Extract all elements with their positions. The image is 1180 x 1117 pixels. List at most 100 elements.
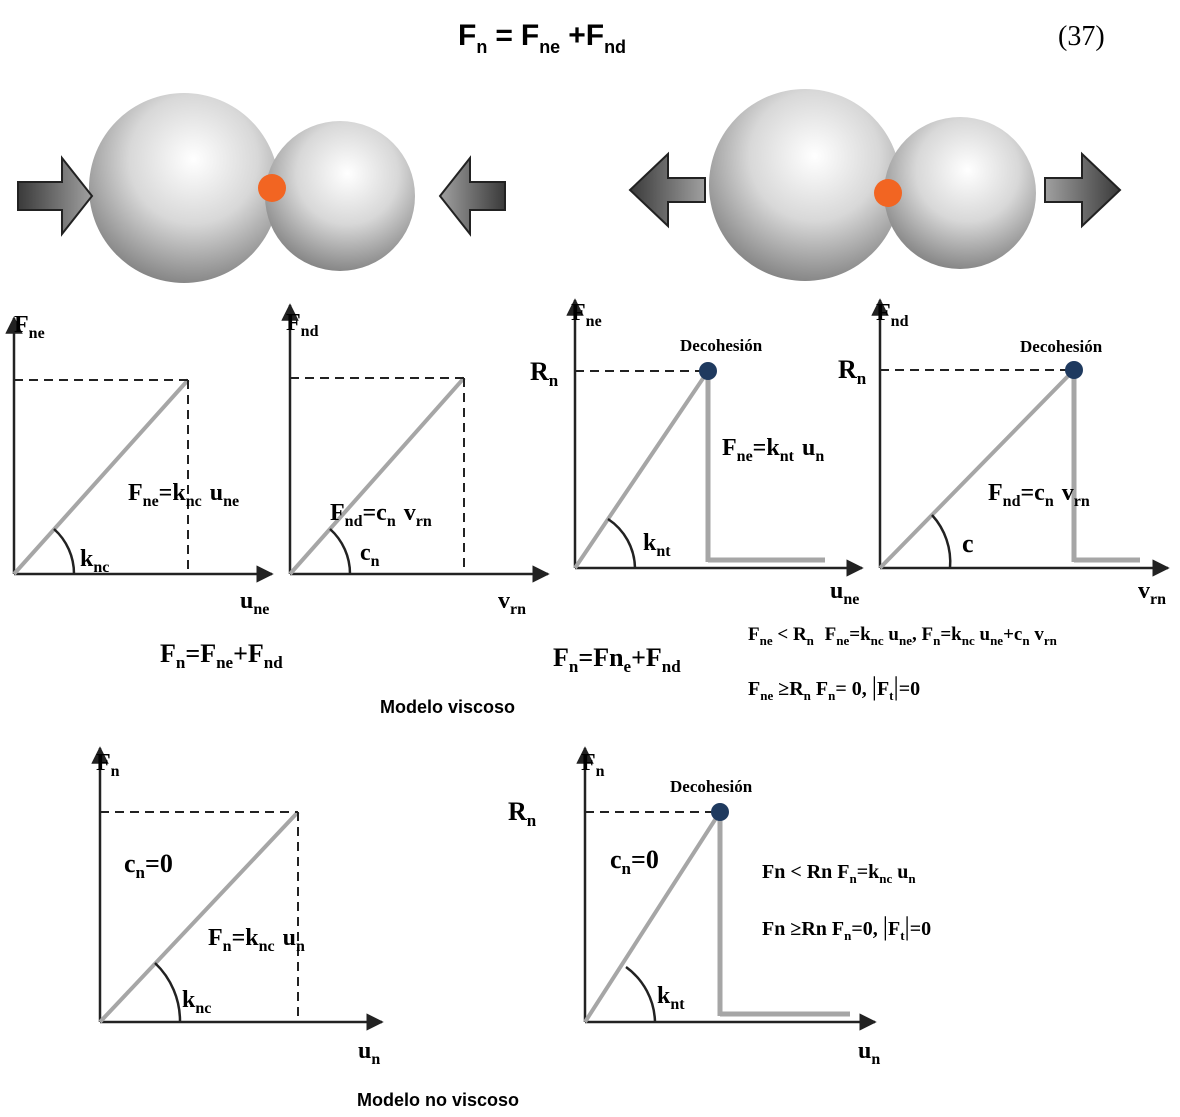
equation-number: (37) bbox=[1058, 21, 1105, 52]
p5-force-line bbox=[98, 810, 300, 1024]
fvs-eq: = bbox=[185, 639, 200, 668]
svg-text:une: une bbox=[830, 578, 859, 608]
eq-term2-sub: nd bbox=[604, 37, 626, 57]
p1-angle-label-sub: nc bbox=[93, 559, 109, 576]
fc2-a-sub: ne bbox=[760, 688, 773, 703]
fvs2-b-sub: e bbox=[624, 657, 632, 676]
p5-angle-label-sub: nc bbox=[195, 1000, 211, 1017]
p3-y-label-sub: ne bbox=[586, 313, 602, 330]
p3-decohesion-point bbox=[699, 362, 717, 380]
svg-text:knc: knc bbox=[182, 987, 211, 1017]
p4-force-line bbox=[878, 368, 1076, 570]
p3-angle-label-sub: nt bbox=[656, 543, 671, 560]
fvs-plus: + bbox=[233, 639, 248, 668]
p5-cn-value: =0 bbox=[145, 849, 173, 878]
p2-eq-c: v bbox=[404, 500, 416, 526]
p5-x-label-sub: n bbox=[371, 1051, 380, 1068]
formula-condition-2: Fne ≥Rn Fn= 0, |Ft|=0 bbox=[748, 672, 920, 703]
p5-angle-label: k bbox=[182, 987, 196, 1013]
p6-y-label-sub: n bbox=[596, 763, 605, 780]
p4-eq-a-sub: nd bbox=[1003, 493, 1021, 510]
fc1-g-sub: nc bbox=[962, 633, 975, 648]
caption-nonviscous-model: Modelo no viscoso bbox=[357, 1090, 519, 1110]
plot-damping-tension: Fnd vrn Rn Decohesión c Fnd=cn vrn bbox=[838, 298, 1170, 608]
p6-cn-value: =0 bbox=[631, 845, 659, 874]
fvs2-a: F bbox=[553, 643, 569, 672]
svg-text:une: une bbox=[240, 588, 269, 618]
p3-r-label-sub: n bbox=[549, 371, 559, 390]
p3-eq-a-sub: ne bbox=[737, 448, 753, 465]
p4-eq-b: c bbox=[1034, 480, 1045, 506]
p6-angle-label: k bbox=[657, 983, 671, 1009]
p3-eq-a: F bbox=[722, 435, 737, 461]
p4-eq-c: v bbox=[1062, 480, 1074, 506]
fc2-c-sub: n bbox=[828, 688, 836, 703]
p4-decohesion-label: Decohesión bbox=[1020, 337, 1103, 356]
fc1-f-sub: n bbox=[933, 633, 941, 648]
p6-cn-label: c bbox=[610, 845, 622, 874]
svg-text:Fn=Fne+Fnd: Fn = Fne +Fnd bbox=[458, 19, 626, 57]
p2-y-label: F bbox=[286, 310, 301, 336]
svg-text:Rn: Rn bbox=[530, 357, 559, 390]
p5-x-label: u bbox=[358, 1038, 371, 1064]
fvs-c-sub: nd bbox=[264, 653, 283, 672]
svg-text:Fn: Fn bbox=[96, 750, 120, 780]
p1-eq-a-sub: ne bbox=[143, 493, 159, 510]
equation-37: Fn = Fne +Fnd bbox=[458, 19, 626, 57]
fc1-e-sub: ne bbox=[899, 633, 912, 648]
fvs2-plus: + bbox=[631, 643, 646, 672]
fvs2-b: Fn bbox=[593, 643, 624, 672]
p3-force-line bbox=[573, 369, 710, 570]
p2-angle-arc bbox=[329, 528, 352, 575]
sphere-large-right bbox=[709, 89, 901, 281]
p2-x-label: v bbox=[498, 588, 510, 614]
svg-text:vrn: vrn bbox=[498, 588, 526, 618]
fc2-a: F bbox=[748, 678, 760, 700]
fc2-b-sub: n bbox=[804, 688, 812, 703]
p4-x-label-sub: rn bbox=[1150, 591, 1166, 608]
svg-text:Fne: Fne bbox=[571, 300, 602, 330]
fc4-a-sub: n bbox=[844, 928, 852, 943]
fc1-f: , F bbox=[912, 624, 933, 645]
p5-eq-a: F bbox=[208, 925, 223, 951]
fc1-a-sub: ne bbox=[760, 633, 773, 648]
p5-eq-equals: = bbox=[232, 925, 246, 951]
fc2-d: = 0, bbox=[835, 678, 871, 700]
svg-text:Rn: Rn bbox=[508, 797, 537, 830]
formula-condition-1: Fne < Rn Fne=knc une, Fn=knc une+cn vrn bbox=[748, 624, 1058, 648]
svg-text:cn=0: cn=0 bbox=[124, 849, 173, 882]
p5-y-label: F bbox=[96, 750, 111, 776]
p2-angle-label: c bbox=[360, 540, 371, 566]
fc4-c-sub: t bbox=[900, 928, 905, 943]
p2-eq-b-sub: n bbox=[387, 513, 396, 530]
p6-decohesion-label: Decohesión bbox=[670, 777, 753, 796]
p1-angle-arc bbox=[53, 528, 76, 575]
p2-eq-c-sub: rn bbox=[416, 513, 432, 530]
p2-x-label-sub: rn bbox=[510, 601, 526, 618]
svg-text:Rn: Rn bbox=[838, 355, 867, 388]
svg-text:knc: knc bbox=[80, 546, 109, 576]
fc1-j-sub: rn bbox=[1044, 633, 1058, 648]
svg-text:un: un bbox=[858, 1038, 880, 1068]
p4-x-label: v bbox=[1138, 578, 1150, 604]
arrow-right-tension bbox=[1044, 151, 1122, 229]
fc3-a-sub: n bbox=[850, 871, 858, 886]
svg-text:cn: cn bbox=[360, 540, 380, 570]
compression-illustration bbox=[17, 93, 506, 283]
svg-text:cn=0: cn=0 bbox=[610, 845, 659, 878]
fc2-c: F bbox=[811, 678, 828, 700]
contact-point-right bbox=[874, 179, 902, 207]
p2-force-line bbox=[288, 376, 466, 576]
arrow-left-compression bbox=[438, 155, 506, 237]
p3-eq-b: k bbox=[766, 435, 780, 461]
svg-text:knt: knt bbox=[657, 983, 685, 1013]
p4-angle-arc bbox=[931, 514, 952, 569]
fc1-b: R bbox=[793, 624, 807, 645]
p5-cn-sub: n bbox=[136, 863, 146, 882]
fc1-g: =k bbox=[940, 624, 962, 645]
formula-condition-3: Fn < Rn Fn=knc un bbox=[762, 861, 916, 886]
fc1-c: F bbox=[820, 624, 836, 645]
plot-damping-compression: Fnd vrn cn Fnd=cn vrn bbox=[281, 303, 550, 618]
